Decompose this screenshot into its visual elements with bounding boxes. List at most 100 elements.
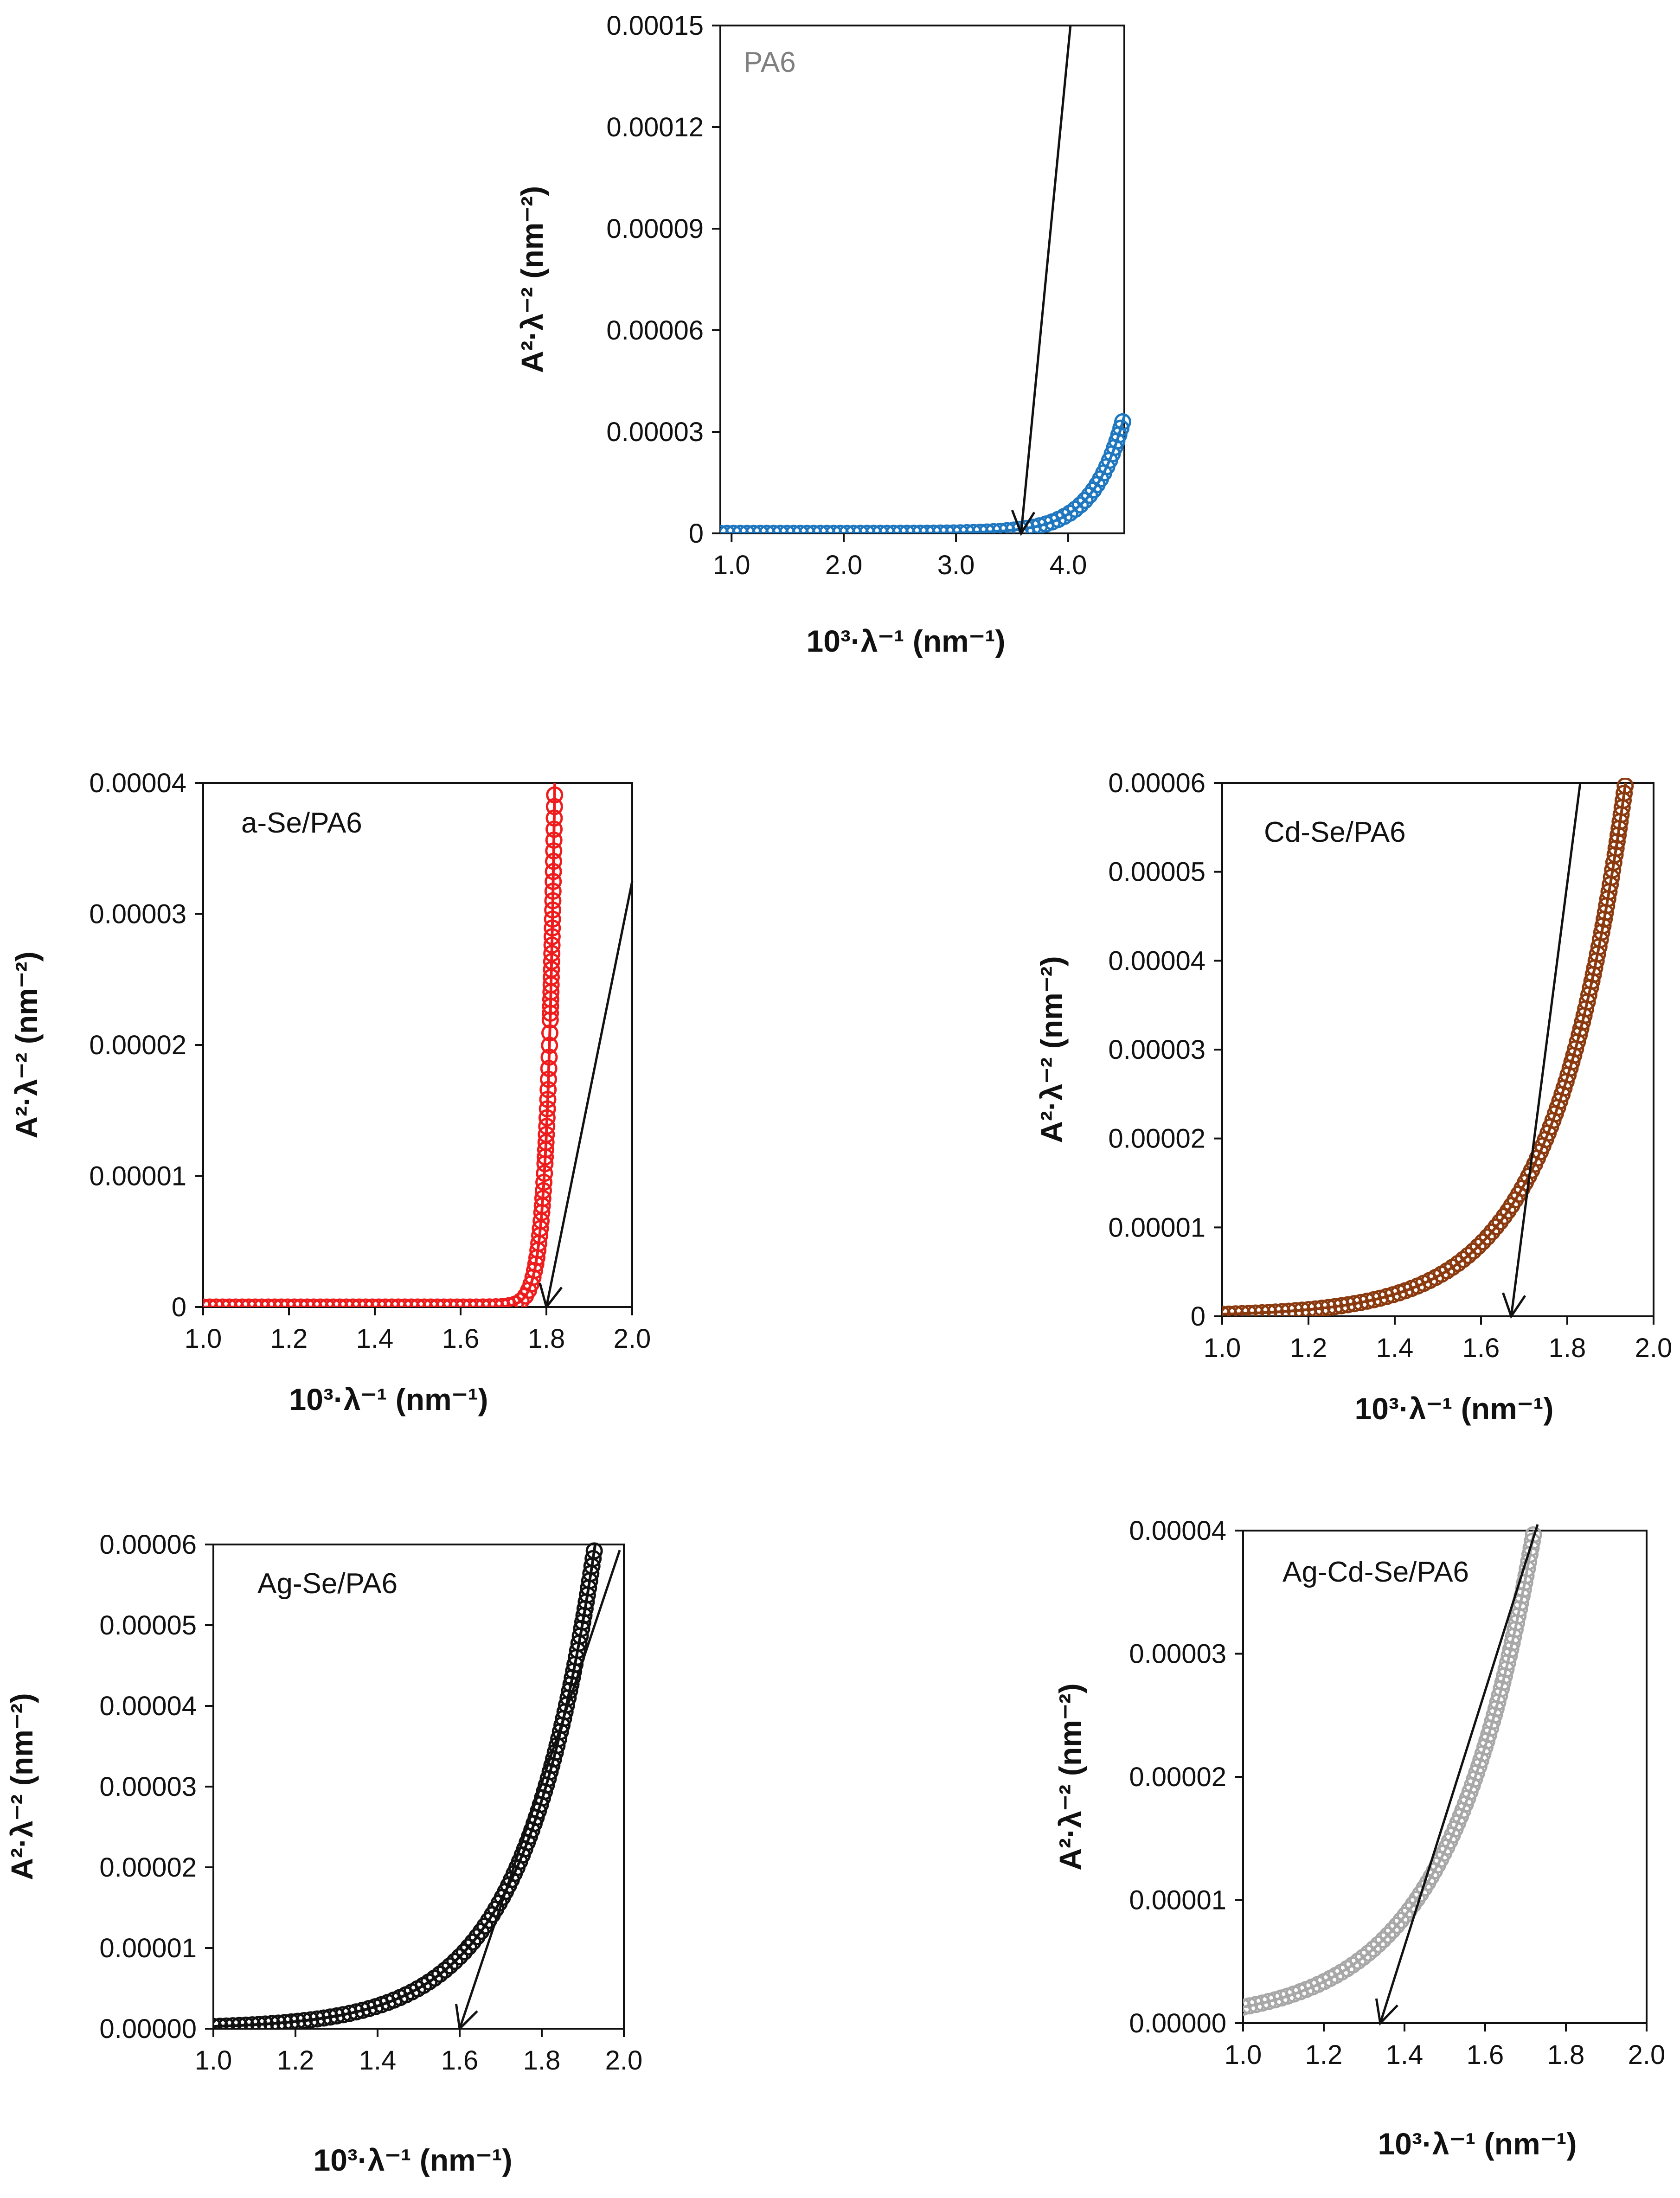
data-point [1313, 1300, 1331, 1316]
y-tick-label: 0.00002 [1108, 1124, 1205, 1154]
data-point [441, 1957, 459, 1975]
data-point [1260, 1304, 1277, 1316]
data-point [279, 1298, 296, 1307]
data-point [938, 524, 956, 533]
data-point [931, 524, 949, 533]
data-point [538, 1126, 555, 1143]
data-point [431, 1966, 449, 1983]
data-point [1293, 1301, 1311, 1316]
data-point [538, 1118, 556, 1135]
data-point [1222, 1305, 1238, 1316]
data-point [541, 1024, 558, 1042]
data-point [878, 525, 896, 533]
data-point [838, 525, 856, 533]
data-point [1307, 1300, 1324, 1316]
data-point [898, 525, 916, 533]
data-point [541, 1037, 558, 1054]
data-point [1571, 1026, 1588, 1044]
data-point [545, 798, 563, 815]
plot-area [720, 413, 1131, 533]
x-tick-label: 1.4 [1376, 1333, 1414, 1363]
data-point [1483, 1223, 1500, 1241]
data-point [272, 1298, 290, 1307]
y-tick-label: 0.00005 [99, 1610, 197, 1640]
data-point [1273, 1303, 1291, 1316]
x-tick-label: 1.0 [1225, 2040, 1262, 2070]
data-point [302, 2011, 320, 2029]
chart-a-se-pa6: 0 0.00001 0.00002 0.00003 0.00004 1.0 1.2 1.4 1.… [9, 768, 651, 1416]
data-point [891, 525, 909, 533]
y-tick-label: 0.00006 [1108, 768, 1205, 798]
data-point [1253, 1304, 1271, 1316]
data-point [240, 1298, 257, 1307]
fit-line [1379, 1524, 1539, 2024]
data-point [1354, 1948, 1372, 1966]
data-point [536, 1165, 553, 1182]
y-tick-label: 0 [172, 1292, 186, 1322]
y-axis-title: A²·λ⁻² (nm⁻²) [5, 1693, 39, 1880]
x-axis-title: 10³·λ⁻¹ (nm⁻¹) [1355, 1391, 1554, 1426]
data-point [377, 1298, 394, 1307]
sample-label: Cd-Se/PA6 [1264, 816, 1406, 848]
y-tick-label: 0.00000 [1129, 2008, 1226, 2038]
x-tick-label: 1.0 [195, 2045, 232, 2076]
data-point [422, 1298, 440, 1307]
data-point [978, 523, 996, 533]
data-point [370, 1298, 388, 1307]
data-point [1524, 1532, 1541, 1550]
intercept-arrowhead [539, 1282, 563, 1310]
fit-line [1510, 782, 1582, 1317]
x-axis-title: 10³·λ⁻¹ (nm⁻¹) [314, 2143, 513, 2177]
plot-area [1222, 778, 1634, 1316]
x-tick-label: 1.8 [1547, 2040, 1585, 2070]
data-point [543, 961, 560, 978]
data-point [468, 1298, 485, 1307]
data-point [481, 1298, 498, 1307]
data-point [1243, 1999, 1252, 2016]
data-point [409, 1298, 427, 1307]
data-point [546, 786, 564, 804]
data-point [1392, 1912, 1410, 1929]
data-point [1365, 1940, 1382, 1958]
x-tick-label: 2.0 [614, 1324, 651, 1354]
data-point [429, 1298, 446, 1307]
data-point [885, 525, 903, 533]
data-point [1222, 1306, 1231, 1316]
data-point [1359, 1292, 1376, 1310]
data-point [266, 1298, 283, 1307]
data-point [1114, 413, 1131, 430]
chart-cd-se-pa6: 0 0.00001 0.00002 0.00003 0.00004 0.00005 0.00… [1034, 768, 1672, 1426]
data-point [435, 1298, 453, 1307]
data-point [1388, 1916, 1405, 1934]
data-point [925, 525, 943, 533]
x-tick-label: 1.8 [528, 1324, 565, 1354]
data-point [541, 1011, 559, 1029]
data-point [1607, 839, 1625, 857]
data-point [213, 2018, 222, 2029]
y-axis-title: A²·λ⁻² (nm⁻²) [9, 951, 44, 1138]
chart-ag-se-pa6: 0.00000 0.00001 0.00002 0.00003 0.00004 0.000… [5, 1530, 642, 2177]
data-point [1488, 1218, 1505, 1236]
data-point [269, 2014, 287, 2029]
data-point [256, 2015, 274, 2029]
data-point [545, 873, 562, 891]
x-tick-label: 1.2 [1305, 2040, 1343, 2070]
data-point [218, 2017, 235, 2029]
data-point [263, 2015, 281, 2029]
sample-label: PA6 [744, 46, 796, 78]
data-point [207, 1298, 225, 1307]
data-point [852, 525, 869, 533]
data-point [998, 522, 1016, 533]
y-tick-label: 0.00004 [89, 768, 186, 798]
y-tick-label: 0.00002 [89, 1030, 186, 1060]
x-tick-label: 1.6 [1467, 2040, 1504, 2070]
data-point [544, 919, 561, 937]
data-point [845, 525, 862, 533]
y-tick-label: 0.00001 [99, 1933, 197, 1963]
x-tick-label: 1.4 [356, 1324, 394, 1354]
data-point [958, 524, 976, 533]
data-point [965, 524, 982, 533]
y-tick-label: 0.00002 [99, 1852, 197, 1883]
data-point [543, 936, 561, 954]
data-point [282, 2013, 300, 2029]
